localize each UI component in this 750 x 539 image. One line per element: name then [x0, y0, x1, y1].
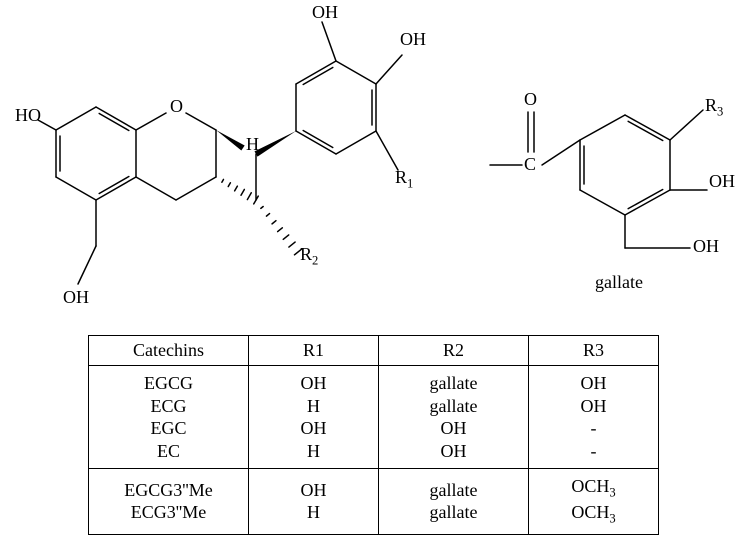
cell: EC — [157, 440, 180, 463]
cell: OH — [441, 440, 467, 463]
cell: EGCG3''Me — [124, 479, 212, 502]
label-r1: R1 — [395, 168, 413, 190]
table-row: EGCG ECG EGC EC OH H OH H gallate gallat… — [89, 366, 659, 469]
col-catechins: Catechins — [89, 336, 249, 366]
cell: ECG — [151, 395, 187, 418]
cell: OH — [581, 395, 607, 418]
label-r3: R3 — [705, 96, 723, 118]
cell: gallate — [430, 372, 478, 395]
cell: gallate — [430, 479, 478, 502]
cell: - — [591, 417, 597, 440]
cell: gallate — [430, 501, 478, 524]
cell: - — [591, 440, 597, 463]
cell: OCH3 — [571, 501, 615, 527]
col-r3: R3 — [529, 336, 659, 366]
table-row: EGCG3''Me ECG3''Me OH H gallate gallate … — [89, 469, 659, 535]
cell: H — [307, 440, 320, 463]
label-ho: HO — [15, 106, 41, 124]
catechins-table: Catechins R1 R2 R3 EGCG ECG EGC EC OH H … — [88, 335, 659, 535]
col-r2: R2 — [379, 336, 529, 366]
cell: OH — [301, 372, 327, 395]
cell: ECG3''Me — [131, 501, 206, 524]
col-r1: R1 — [249, 336, 379, 366]
cell: OH — [581, 372, 607, 395]
cell: OH — [301, 479, 327, 502]
label-oh: OH — [312, 3, 338, 21]
cell: OH — [301, 417, 327, 440]
label-oh: OH — [693, 237, 719, 255]
label-oh: OH — [709, 172, 735, 190]
label-o-ring: O — [170, 97, 183, 115]
label-oh: OH — [400, 30, 426, 48]
label-o-carbonyl: O — [524, 90, 537, 108]
label-oh: OH — [63, 288, 89, 306]
label-h-stereo: H — [246, 135, 259, 153]
cell: EGC — [151, 417, 187, 440]
label-r2: R2 — [300, 245, 318, 267]
cell: OCH3 — [571, 475, 615, 501]
gallate-caption: gallate — [595, 272, 643, 293]
cell: H — [307, 501, 320, 524]
label-c-carbonyl: C — [524, 155, 536, 173]
cell: gallate — [430, 395, 478, 418]
cell: H — [307, 395, 320, 418]
table-header-row: Catechins R1 R2 R3 — [89, 336, 659, 366]
cell: OH — [441, 417, 467, 440]
cell: EGCG — [144, 372, 193, 395]
